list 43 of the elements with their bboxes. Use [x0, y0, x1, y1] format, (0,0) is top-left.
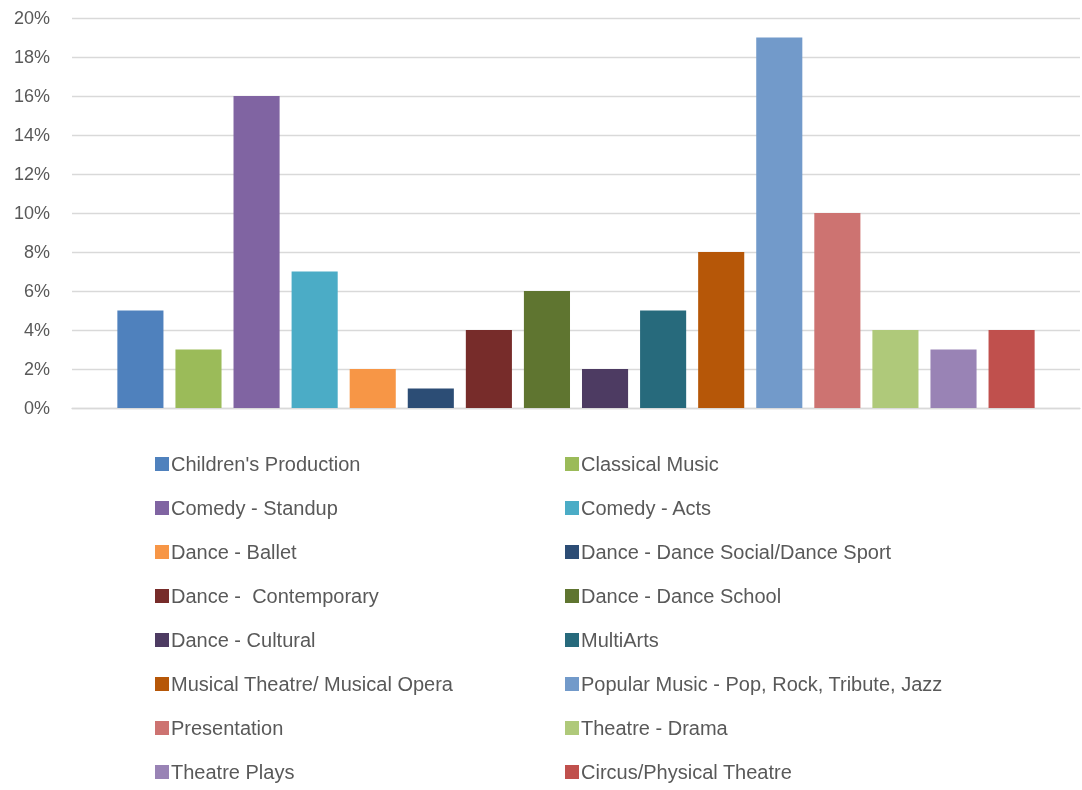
- bar: [698, 252, 745, 408]
- bar: [930, 349, 977, 408]
- legend-label: Theatre Plays: [171, 761, 295, 783]
- bar: [407, 388, 454, 408]
- legend-label: Presentation: [171, 717, 284, 739]
- bar: [988, 330, 1035, 408]
- legend-label: Children's Production: [171, 453, 361, 475]
- y-tick-label: 12%: [13, 164, 50, 184]
- legend-label: Dance - Dance School: [581, 585, 782, 607]
- y-tick-label: 18%: [13, 47, 50, 67]
- bar: [756, 37, 803, 408]
- y-tick-label: 4%: [23, 320, 50, 340]
- y-tick-label: 10%: [13, 203, 50, 223]
- legend-label: Classical Music: [581, 453, 719, 475]
- bar: [465, 330, 512, 408]
- legend-label: Dance - Contemporary: [171, 585, 379, 607]
- y-tick-label: 8%: [23, 242, 50, 262]
- bar: [117, 310, 164, 408]
- legend-label: Dance - Ballet: [171, 541, 298, 563]
- bar: [233, 96, 280, 408]
- y-tick-label: 14%: [13, 125, 50, 145]
- bar: [814, 213, 861, 408]
- bar: [291, 271, 338, 408]
- bar: [872, 330, 919, 408]
- legend-label: Musical Theatre/ Musical Opera: [171, 673, 454, 695]
- legend-label: Popular Music - Pop, Rock, Tribute, Jazz: [581, 673, 943, 695]
- legend-label: MultiArts: [581, 629, 659, 651]
- legend-label: Comedy - Standup: [171, 497, 338, 519]
- legend-label: Dance - Cultural: [171, 629, 316, 651]
- y-tick-label: 20%: [13, 8, 50, 28]
- legend-label: Circus/Physical Theatre: [581, 761, 792, 783]
- legend-label: Theatre - Drama: [581, 717, 729, 739]
- y-tick-label: 6%: [23, 281, 50, 301]
- y-tick-label: 0%: [23, 398, 50, 418]
- bar: [523, 291, 571, 408]
- legend-label: Dance - Dance Social/Dance Sport: [581, 541, 892, 563]
- bar: [349, 369, 396, 408]
- bar: [640, 310, 687, 408]
- legend-label: Comedy - Acts: [581, 497, 712, 519]
- y-tick-label: 2%: [23, 359, 50, 379]
- bar: [175, 349, 222, 408]
- bar: [581, 369, 629, 408]
- y-tick-label: 16%: [13, 86, 50, 106]
